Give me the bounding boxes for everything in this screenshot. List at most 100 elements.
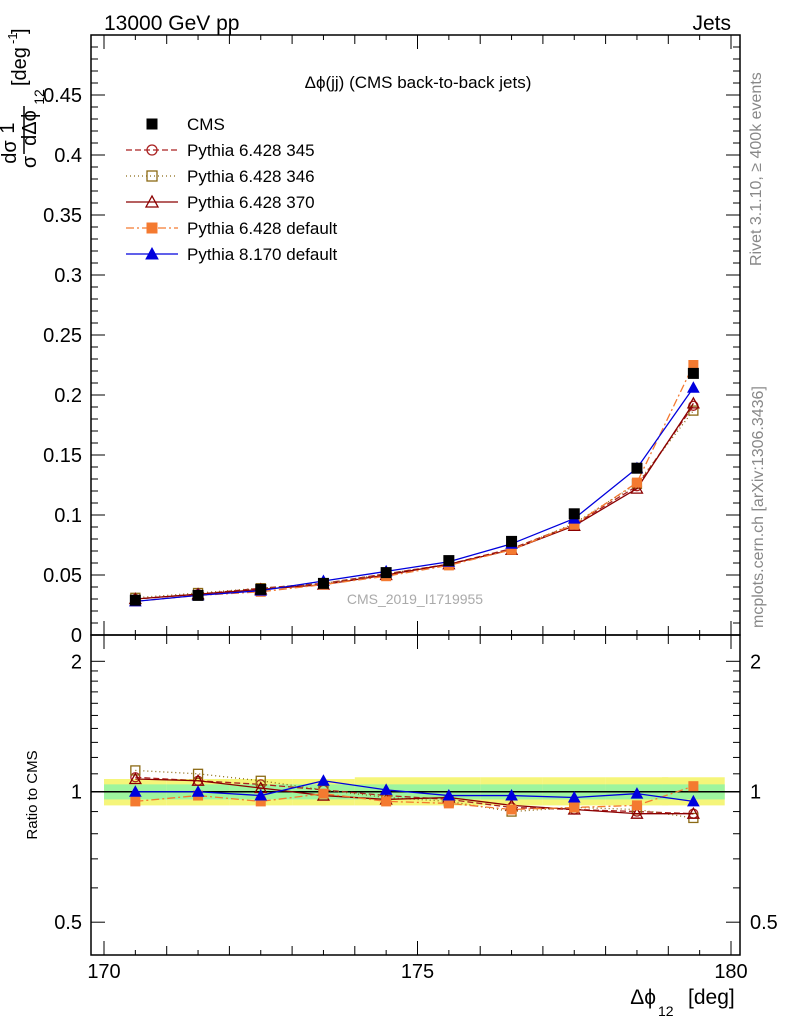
legend-label-cms: CMS: [187, 115, 225, 134]
ratio-point-pythia-6-428-default: [381, 796, 392, 807]
y-tick-label-ratio-right: 2: [750, 651, 761, 673]
ylabel-unit: [deg: [9, 47, 31, 86]
y-axis-label-ratio: Ratio to CMS: [24, 750, 41, 839]
data-point-cms: [506, 535, 518, 547]
legend: CMS Pythia 6.428 345 Pythia 6.428 346 Pythi…: [126, 115, 338, 264]
y-tick-label-top: 0.1: [54, 505, 82, 527]
ratio-point-pythia-6-428-370: [630, 806, 644, 819]
ratio-line-pythia-6-428-346: [135, 769, 694, 819]
ratio-point-pythia-6-428-default: [688, 781, 699, 792]
y-tick-label-top: 0: [71, 625, 82, 647]
legend-marker-pythia-8-170-default: [145, 246, 159, 260]
ratio-line-pythia-6-428-default: [135, 785, 694, 811]
xlabel-main: Δϕ: [630, 986, 656, 1009]
ratio-point-pythia-8-170-default: [630, 787, 644, 799]
ratio-point-pythia-8-170-default: [129, 785, 142, 797]
legend-label-pythia-6-428-default: Pythia 6.428 default: [187, 219, 338, 238]
header-jets-label: Jets: [692, 12, 731, 35]
ylabel-dphi: dΔϕ: [19, 110, 41, 146]
rivet-label: Rivet 3.1.10, ≥ 400k events: [748, 72, 765, 266]
legend-label-pythia-6-428-346: Pythia 6.428 346: [187, 167, 315, 186]
ylabel-unit-exp: -1: [5, 32, 20, 44]
ratio-point-pythia-8-170-default: [191, 785, 205, 797]
series-line-pythia-8-170-default: [135, 387, 694, 603]
y-tick-label-top: 0.05: [43, 565, 82, 587]
legend-marker-pythia-6-428-default: [146, 222, 158, 234]
ratio-point-pythia-6-428-346: [130, 765, 141, 776]
data-point-cms: [192, 589, 204, 601]
legend-marker-pythia-6-428-345: [146, 144, 158, 156]
y-tick-label-top: 0.25: [43, 325, 82, 347]
data-point-pythia-6-428-370: [686, 396, 700, 409]
ratio-point-pythia-6-428-default: [569, 802, 580, 813]
y-axis-label-top: 1 σ dσ dΔϕ 12 [deg -1 ]: [0, 28, 47, 168]
ylabel-unit-close: ]: [9, 28, 31, 34]
analysis-watermark: CMS_2019_I1719955: [347, 591, 483, 607]
ratio-point-pythia-8-170-default: [505, 789, 518, 801]
y-tick-label-ratio-right: 1: [750, 782, 761, 804]
ylabel-sigma: σ: [19, 155, 41, 168]
data-point-pythia-8-170-default: [687, 381, 700, 393]
chart-title: Δϕ(jj) (CMS back-to-back jets): [305, 73, 532, 92]
ratio-line-pythia-6-428-370: [135, 778, 694, 815]
series-line-pythia-6-428-default: [135, 364, 694, 603]
ratio-point-pythia-8-170-default: [379, 783, 393, 795]
y-tick-label-ratio-right: 0.5: [750, 912, 778, 934]
x-tick-label: 180: [714, 961, 747, 983]
x-tick-label: 170: [87, 961, 120, 983]
series-layer: [128, 360, 700, 824]
ratio-point-pythia-8-170-default: [442, 789, 456, 801]
ratio-panel-frame: [90, 634, 741, 956]
ratio-point-pythia-8-170-default: [254, 789, 268, 801]
legend-marker-pythia-6-428-370: [144, 194, 160, 208]
data-point-pythia-6-428-default: [631, 477, 642, 488]
legend-marker-cms: [146, 118, 158, 130]
ratio-point-pythia-6-428-346: [192, 768, 204, 779]
y-tick-label-top: 0.2: [54, 385, 82, 407]
xlabel-unit: [deg]: [688, 986, 735, 1009]
y-tick-label-top: 0.3: [54, 265, 82, 287]
legend-label-pythia-8-170-default: Pythia 8.170 default: [187, 245, 338, 264]
ratio-point-pythia-6-428-370: [128, 772, 142, 785]
y-tick-label-top: 0.15: [43, 445, 82, 467]
ylabel-sub: 12: [31, 89, 47, 105]
series-line-pythia-6-428-370: [135, 403, 694, 600]
legend-marker-pythia-6-428-346: [146, 170, 158, 182]
legend-label-pythia-6-428-345: Pythia 6.428 345: [187, 141, 315, 160]
legend-label-pythia-6-428-370: Pythia 6.428 370: [187, 193, 315, 212]
ratio-point-pythia-6-428-default: [130, 796, 141, 807]
data-point-cms: [687, 367, 699, 379]
xlabel-sub: 12: [658, 1003, 674, 1019]
data-point-cms: [129, 594, 141, 606]
data-point-cms: [631, 462, 643, 474]
data-point-pythia-6-428-370: [630, 481, 644, 494]
x-tick-label: 175: [401, 961, 434, 983]
data-point-cms: [380, 567, 392, 579]
data-point-cms: [443, 555, 455, 567]
mcplots-label: mcplots.cern.ch [arXiv:1306.3436]: [750, 386, 767, 628]
data-point-cms: [568, 508, 580, 520]
ratio-point-pythia-8-170-default: [567, 790, 581, 803]
y-tick-label-top: 0.35: [43, 205, 82, 227]
ratio-point-pythia-6-428-370: [686, 806, 700, 819]
data-point-cms: [255, 583, 267, 595]
data-point-cms: [317, 577, 329, 589]
ratio-line-pythia-6-428-345: [135, 776, 694, 815]
ratio-point-pythia-8-170-default: [317, 774, 330, 786]
ylabel-dsigma: dσ: [0, 140, 21, 164]
y-tick-label-ratio: 2: [71, 651, 82, 673]
header-energy-label: 13000 GeV pp: [104, 12, 239, 35]
ratio-point-pythia-6-428-default: [318, 788, 329, 799]
ratio-line-pythia-8-170-default: [135, 780, 694, 803]
y-tick-label-ratio: 1: [71, 782, 82, 804]
ylabel-one: 1: [0, 122, 19, 133]
y-tick-label-top: 0.4: [54, 145, 82, 167]
y-tick-label-top: 0.45: [43, 85, 82, 107]
ratio-point-pythia-6-428-346: [255, 775, 266, 786]
ratio-point-pythia-8-170-default: [687, 794, 700, 807]
ratio-point-pythia-6-428-default: [506, 804, 517, 815]
x-axis-label: Δϕ 12 [deg]: [630, 986, 735, 1019]
axis-ticks: 170 175 180 0 0.05 0.1 0.15 0.2 0.25 0.3 0.35 0.4 0.…: [43, 34, 778, 983]
ratio-point-pythia-6-428-default: [631, 800, 642, 811]
